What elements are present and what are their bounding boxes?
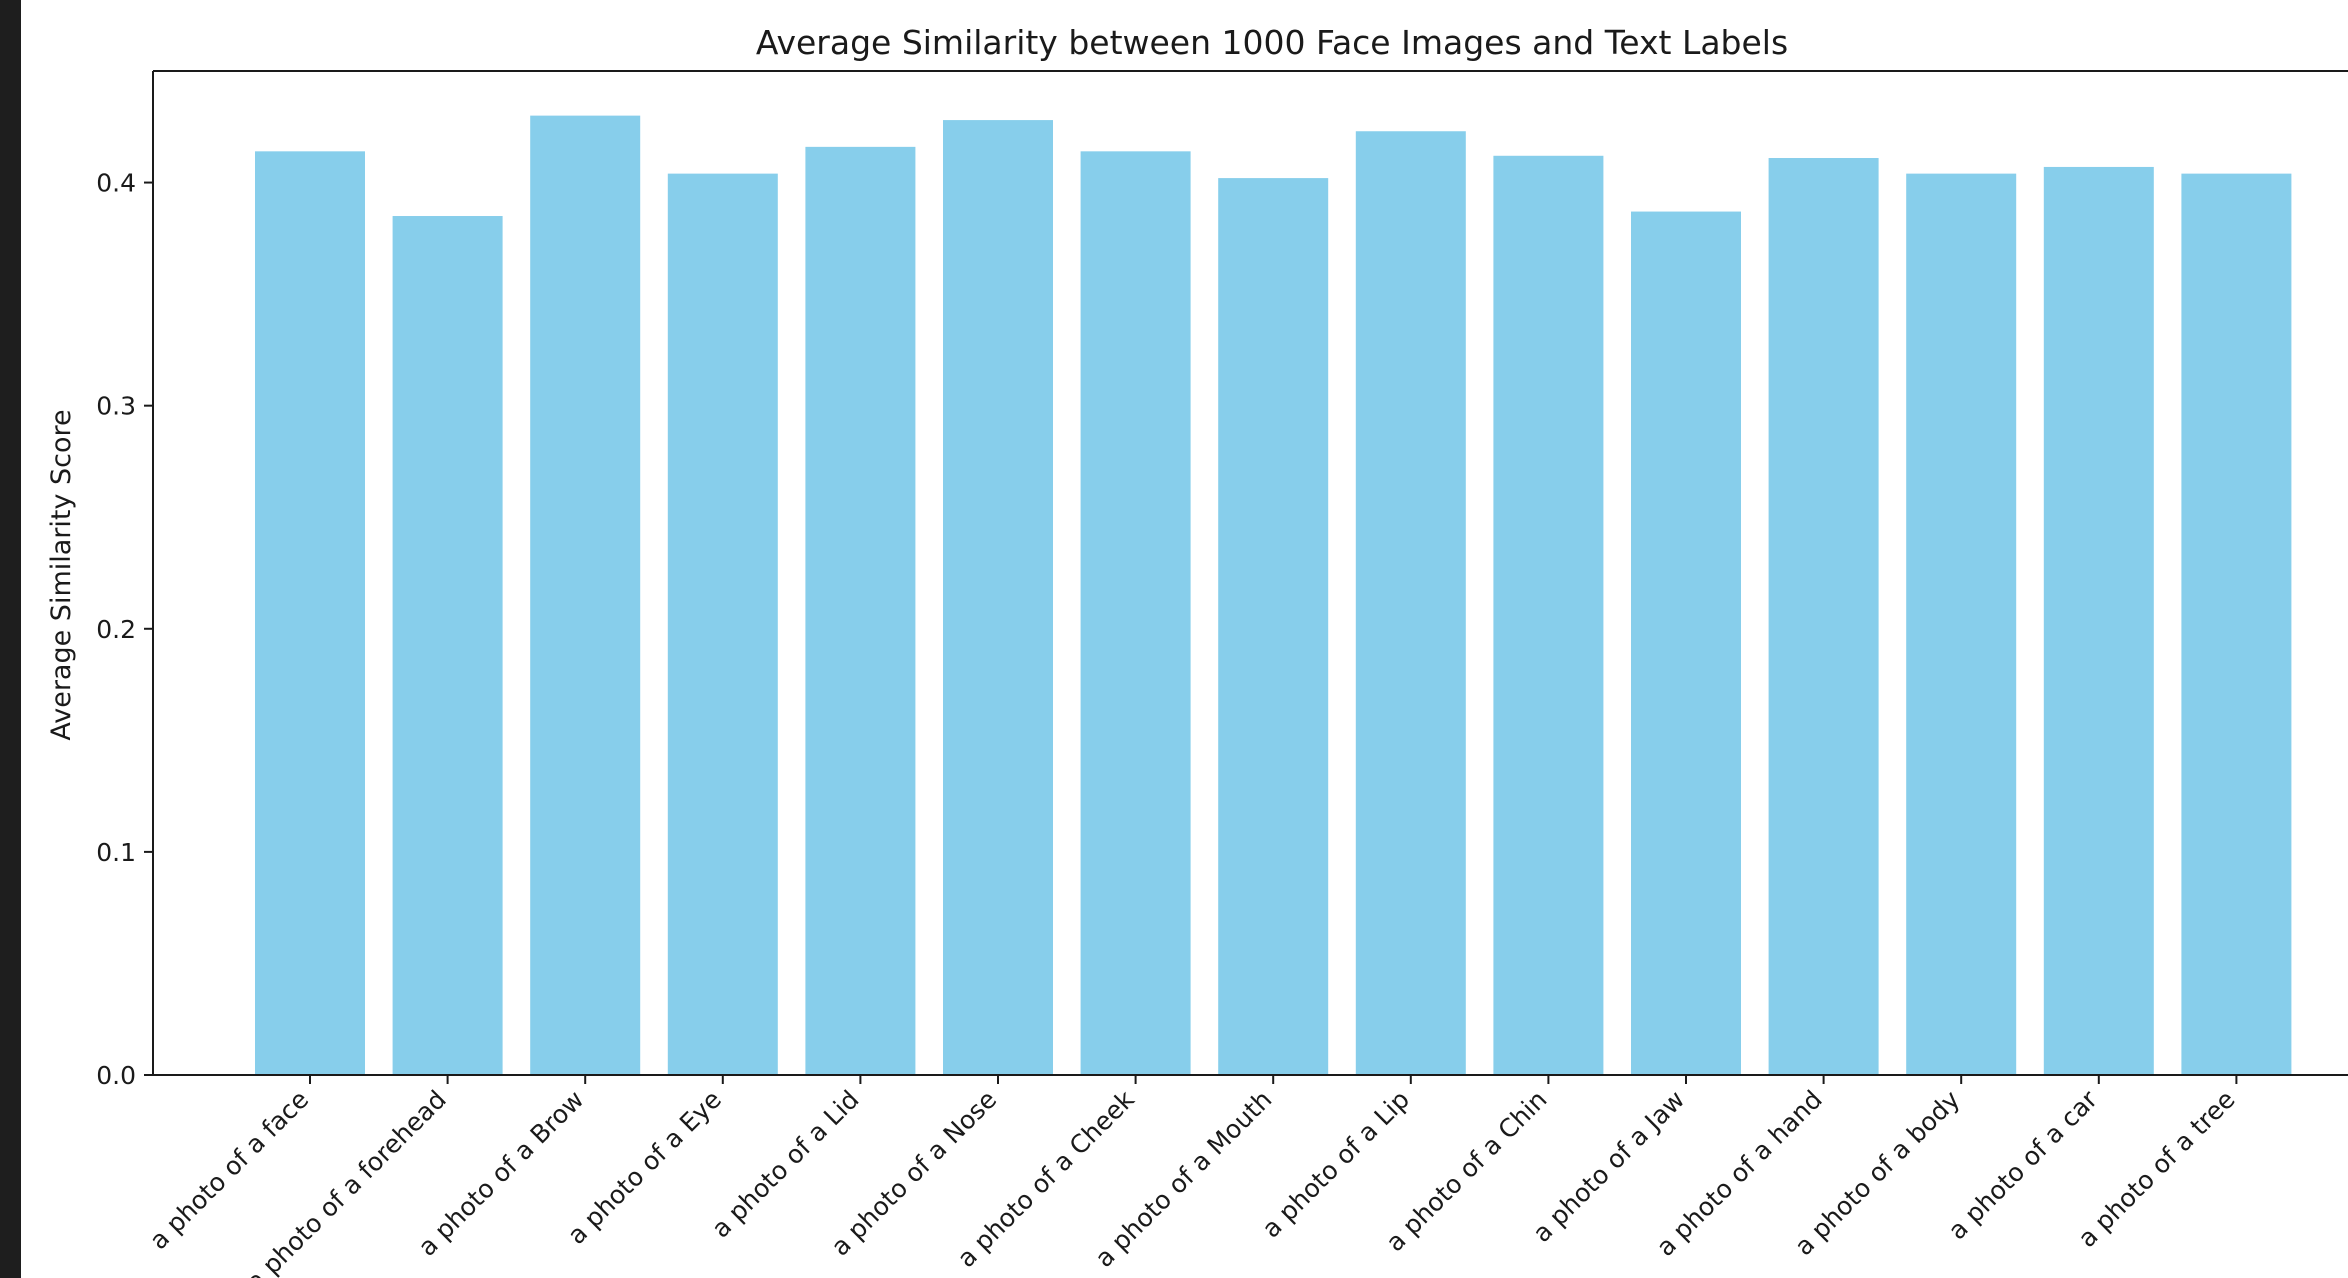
bar-10: [1493, 155, 1604, 1075]
bar-9: [1355, 131, 1466, 1076]
bar-15: [2181, 173, 2292, 1075]
bar-14: [2043, 166, 2154, 1076]
x-tick-label: a photo of a Jaw: [1527, 1085, 1690, 1248]
x-tick-label: a photo of a Lid: [706, 1085, 865, 1244]
window-edge: [0, 0, 21, 1278]
y-ticks-group: 0.0 0.1 0.2 0.3 0.4: [96, 169, 153, 1090]
y-tick-label: 0.2: [96, 615, 136, 644]
bar-7: [1080, 151, 1191, 1075]
bar-8: [1218, 178, 1329, 1076]
y-tick-label: 0.0: [96, 1061, 136, 1090]
x-tick-label: a photo of a car: [1943, 1084, 2104, 1245]
bar-6: [943, 120, 1053, 1075]
chart-title: Average Similarity between 1000 Face Ima…: [756, 23, 1788, 62]
bar-2: [392, 216, 503, 1075]
bar-1: [255, 151, 365, 1075]
y-tick-label: 0.4: [96, 169, 136, 198]
y-tick-label: 0.3: [96, 392, 136, 421]
bar-3: [530, 115, 641, 1076]
x-tick-label: a photo of a Eye: [562, 1085, 727, 1250]
x-tick-label: a photo of a Lip: [1256, 1085, 1415, 1244]
y-axis-label: Average Similarity Score: [46, 409, 77, 740]
bar-4: [667, 173, 778, 1075]
y-tick-label: 0.1: [96, 838, 136, 867]
axes-group: [152, 70, 2348, 1076]
bar-12: [1768, 158, 1879, 1076]
bar-5: [805, 146, 916, 1075]
bar-13: [1906, 173, 2017, 1075]
bars-group: [255, 115, 2292, 1076]
bar-11: [1631, 211, 1741, 1075]
